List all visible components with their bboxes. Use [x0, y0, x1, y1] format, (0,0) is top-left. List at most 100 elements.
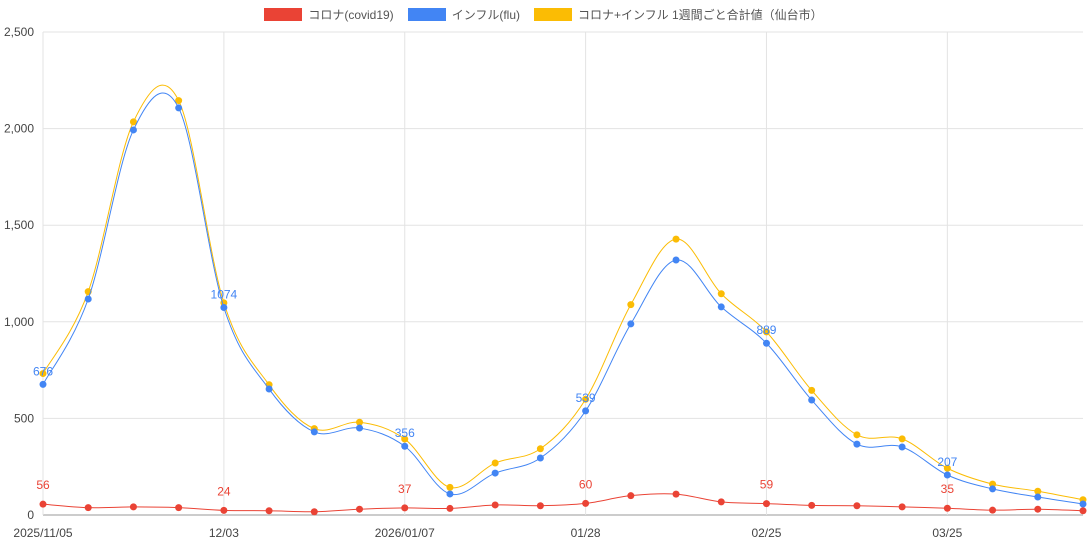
data-point	[265, 385, 273, 393]
data-point	[898, 443, 906, 451]
data-label: 56	[36, 478, 50, 492]
data-label: 356	[395, 426, 415, 440]
y-tick-label: 0	[27, 508, 34, 522]
data-point	[356, 505, 364, 513]
data-point	[808, 396, 816, 404]
data-point	[39, 380, 47, 388]
data-point	[672, 256, 680, 264]
data-point	[989, 506, 997, 514]
data-point	[220, 304, 228, 312]
data-point	[717, 498, 725, 506]
data-point	[491, 459, 499, 467]
data-label: 207	[937, 455, 957, 469]
y-tick-label: 2,500	[4, 25, 34, 39]
data-point	[672, 490, 680, 498]
data-point	[582, 499, 590, 507]
data-label: 59	[760, 478, 774, 492]
data-point	[853, 431, 861, 439]
legend-swatch	[534, 8, 572, 21]
data-point	[401, 504, 409, 512]
data-label: 1074	[211, 288, 238, 302]
data-point	[853, 440, 861, 448]
data-point	[39, 500, 47, 508]
y-tick-label: 1,000	[4, 315, 34, 329]
data-point	[943, 464, 951, 472]
data-point	[989, 480, 997, 488]
data-point	[356, 418, 364, 426]
legend-swatch	[264, 8, 303, 21]
data-point	[446, 483, 454, 491]
x-tick-label: 2026/01/07	[375, 526, 435, 540]
data-point	[898, 503, 906, 511]
x-tick-label: 03/25	[932, 526, 962, 540]
legend-item-flu[interactable]: インフル(flu)	[407, 6, 520, 23]
data-point	[536, 445, 544, 453]
data-point	[898, 435, 906, 443]
data-point	[220, 506, 228, 514]
data-point	[943, 471, 951, 479]
data-label: 889	[756, 323, 776, 337]
data-point	[446, 504, 454, 512]
x-tick-label: 01/28	[571, 526, 601, 540]
data-point	[401, 442, 409, 450]
data-label: 676	[33, 364, 53, 378]
data-point	[175, 97, 183, 105]
data-point	[175, 104, 183, 112]
data-point	[356, 424, 364, 432]
data-point	[1079, 500, 1087, 508]
legend-label: コロナ(covid19)	[308, 8, 394, 22]
data-point	[536, 454, 544, 462]
data-point	[446, 490, 454, 498]
data-point	[39, 370, 47, 378]
data-point	[627, 301, 635, 309]
data-point	[672, 235, 680, 243]
data-point	[310, 428, 318, 436]
data-point	[627, 320, 635, 328]
data-point	[129, 503, 137, 511]
data-point	[627, 492, 635, 500]
data-point	[536, 502, 544, 510]
legend: コロナ(covid19) インフル(flu) コロナ+インフル 1週間ごと合計値…	[0, 6, 1087, 23]
data-point	[265, 507, 273, 515]
data-point	[989, 485, 997, 493]
data-point	[762, 328, 770, 336]
data-point	[943, 504, 951, 512]
y-tick-label: 500	[14, 411, 34, 425]
data-point	[491, 469, 499, 477]
legend-item-total[interactable]: コロナ+インフル 1週間ごと合計値（仙台市）	[534, 6, 823, 23]
data-point	[175, 504, 183, 512]
series-line	[42, 92, 1084, 505]
x-tick-label: 12/03	[209, 526, 239, 540]
series-line	[42, 84, 1084, 501]
data-point	[808, 501, 816, 509]
data-label: 35	[941, 482, 955, 496]
data-point	[84, 295, 92, 303]
data-point	[129, 126, 137, 134]
data-point	[717, 303, 725, 311]
x-tick-label: 2025/11/05	[13, 526, 72, 540]
data-label: 60	[579, 477, 593, 491]
data-point	[1034, 505, 1042, 513]
legend-swatch	[407, 8, 446, 21]
data-point	[853, 502, 861, 510]
legend-item-covid[interactable]: コロナ(covid19)	[264, 6, 394, 23]
legend-label: インフル(flu)	[451, 8, 520, 22]
data-point	[401, 435, 409, 443]
data-point	[762, 339, 770, 347]
data-point	[808, 386, 816, 394]
data-point	[762, 500, 770, 508]
data-point	[1034, 493, 1042, 501]
data-point	[129, 118, 137, 126]
legend-label: コロナ+インフル 1週間ごと合計値（仙台市）	[578, 8, 823, 22]
data-label: 24	[217, 484, 231, 498]
y-tick-label: 1,500	[4, 218, 34, 232]
data-point	[717, 290, 725, 298]
data-label: 37	[398, 482, 412, 496]
data-point	[84, 504, 92, 512]
data-point	[582, 407, 590, 415]
data-point	[310, 508, 318, 516]
y-tick-label: 2,000	[4, 122, 34, 136]
data-point	[491, 501, 499, 509]
